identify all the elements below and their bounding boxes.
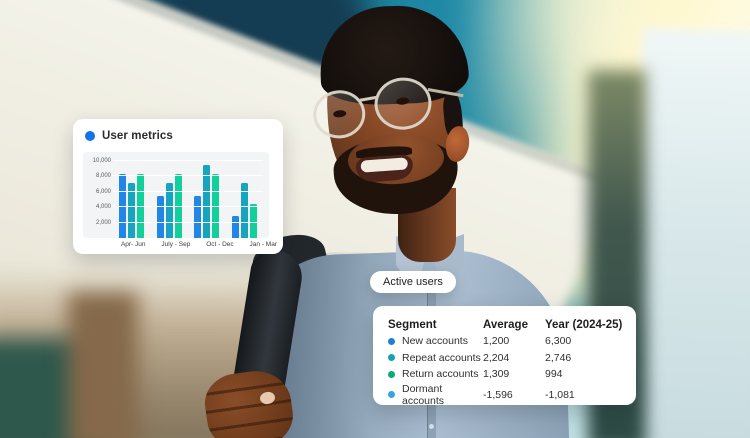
y-axis-tick-label: 10,000 bbox=[92, 158, 111, 164]
y-axis-tick-label: 2,000 bbox=[95, 219, 111, 226]
teal-series-bar bbox=[128, 183, 136, 238]
segment-dot-icon bbox=[388, 391, 395, 398]
glasses-temple-arm bbox=[427, 88, 464, 98]
segment-label: Repeat accounts bbox=[402, 351, 481, 364]
year-value: 2,746 bbox=[545, 351, 572, 364]
segment-dot-icon bbox=[388, 354, 395, 362]
x-axis-labels: Apr- Jun July - Sep Oct - Dec Jan - Mar bbox=[113, 241, 285, 248]
shirt-button bbox=[429, 424, 434, 429]
bar-group bbox=[231, 152, 257, 238]
average-value: -1,596 bbox=[483, 388, 513, 401]
green-series-bar bbox=[249, 204, 257, 238]
bar-groups bbox=[113, 152, 263, 238]
gridline bbox=[113, 175, 263, 177]
segment-cell: Dormant accounts bbox=[388, 383, 483, 407]
column-header-segment: Segment bbox=[388, 318, 437, 331]
table-row: Repeat accounts 2,204 2,746 bbox=[388, 350, 624, 367]
gridline bbox=[113, 221, 263, 223]
bar-chart: 10,000 8,000 6,000 4,000 2,000 bbox=[83, 152, 269, 238]
active-users-chip[interactable]: Active users bbox=[370, 271, 456, 293]
segment-label: Dormant accounts bbox=[402, 382, 445, 407]
bar-group bbox=[194, 152, 220, 238]
user-metrics-card: User metrics 10,000 8,000 6,000 4,000 2,000 … bbox=[73, 119, 283, 254]
blue-series-bar bbox=[156, 196, 164, 238]
active-users-table-card: Segment Average Year (2024-25) New account… bbox=[373, 306, 636, 407]
year-value: -1,081 bbox=[545, 388, 575, 401]
segment-label: Return accounts bbox=[402, 368, 479, 381]
blue-series-bar bbox=[231, 215, 239, 238]
segment-label: New accounts bbox=[402, 335, 468, 348]
green-series-bar bbox=[174, 174, 182, 238]
table-row: Dormant accounts -1,596 -1,081 bbox=[388, 383, 624, 407]
y-axis-tick-label: 6,000 bbox=[95, 188, 111, 195]
segment-dot-icon bbox=[388, 370, 395, 378]
year-value: 994 bbox=[545, 368, 563, 381]
x-axis-category-label: July - Sep bbox=[161, 241, 191, 248]
x-axis-category-label: Apr- Jun bbox=[120, 241, 146, 248]
teal-series-bar bbox=[165, 183, 173, 238]
blue-dot-icon bbox=[85, 131, 95, 141]
green-series-bar bbox=[137, 174, 145, 238]
brown-pillar bbox=[68, 292, 138, 438]
column-header-average: Average bbox=[483, 318, 528, 331]
card-header: User metrics bbox=[85, 128, 275, 144]
bar-group bbox=[119, 152, 145, 238]
green-series-bar bbox=[212, 174, 220, 238]
card-title: User metrics bbox=[102, 130, 173, 142]
blue-series-bar bbox=[194, 196, 202, 238]
segment-cell: Return accounts bbox=[388, 368, 483, 380]
gridline bbox=[113, 190, 263, 192]
segment-cell: Repeat accounts bbox=[388, 352, 483, 364]
x-axis-category-label: Jan - Mar bbox=[249, 241, 277, 248]
table-header-row: Segment Average Year (2024-25) bbox=[388, 316, 624, 333]
average-value: 2,204 bbox=[483, 351, 510, 364]
y-axis-tick-label: 8,000 bbox=[95, 173, 111, 180]
average-value: 1,309 bbox=[483, 368, 510, 381]
year-value: 6,300 bbox=[545, 335, 572, 348]
x-axis-category-label: Oct - Dec bbox=[206, 241, 234, 248]
average-value: 1,200 bbox=[483, 335, 510, 348]
table-row: Return accounts 1,309 994 bbox=[388, 366, 624, 383]
column-header-year-2024-25-: Year (2024-25) bbox=[545, 318, 623, 331]
table-row: New accounts 1,200 6,300 bbox=[388, 333, 624, 350]
gridline bbox=[113, 160, 263, 161]
table-body: New accounts 1,200 6,300 Repeat accounts 2,2… bbox=[388, 333, 624, 407]
bar-group bbox=[156, 152, 182, 238]
segment-dot-icon bbox=[388, 337, 395, 345]
blue-series-bar bbox=[119, 174, 127, 238]
segment-cell: New accounts bbox=[388, 335, 483, 347]
y-axis-tick-label: 4,000 bbox=[95, 204, 111, 211]
teal-series-bar bbox=[203, 164, 211, 238]
gridline bbox=[113, 206, 263, 208]
teal-series-bar bbox=[240, 183, 248, 238]
